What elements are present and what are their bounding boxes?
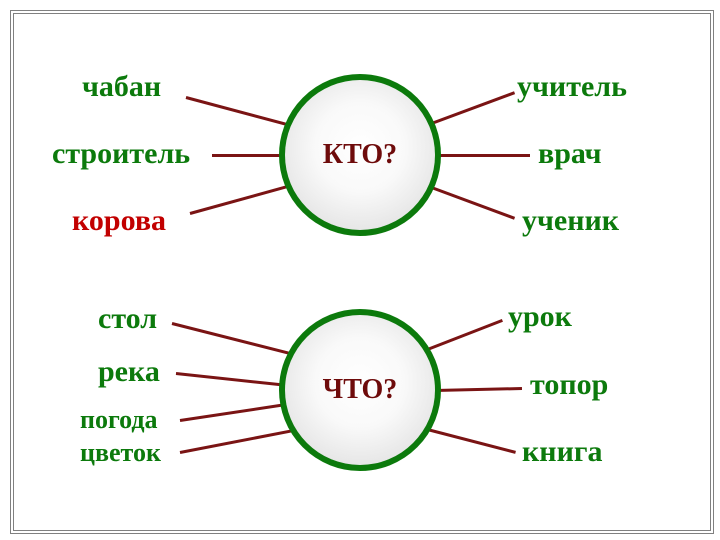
word-pogoda: погода (80, 405, 158, 435)
connector-stroitel (212, 154, 285, 157)
chto-label: ЧТО? (323, 374, 398, 406)
connector-vrach (435, 154, 530, 157)
word-chaban: чабан (82, 70, 161, 104)
kto-circle: КТО? (285, 80, 435, 230)
kto-label: КТО? (323, 139, 397, 171)
word-vrach: врач (538, 137, 602, 171)
word-korova: корова (72, 204, 166, 238)
chto-circle: ЧТО? (285, 315, 435, 465)
word-stol: стол (98, 302, 157, 336)
word-uchenik: ученик (522, 204, 619, 238)
word-stroitel: строитель (52, 137, 190, 171)
word-reka: река (98, 355, 160, 389)
word-urok: урок (508, 300, 572, 334)
word-uchitel: учитель (517, 70, 627, 104)
word-topor: топор (530, 368, 608, 402)
word-kniga: книга (522, 435, 602, 469)
word-cvetok: цветок (80, 438, 161, 468)
